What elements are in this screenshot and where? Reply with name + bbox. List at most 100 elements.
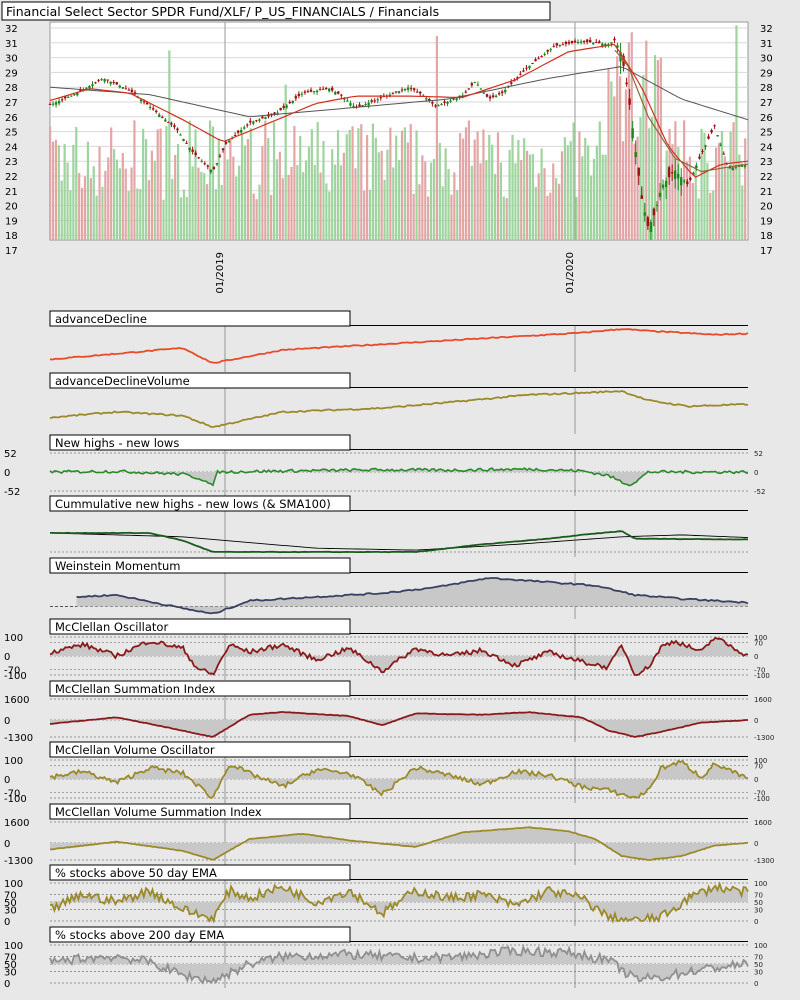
candle-body xyxy=(85,87,88,90)
volume-bar xyxy=(127,191,130,240)
mcclellan-oscillator-area xyxy=(50,637,748,675)
mcclellan-volume-summation-index-title-box xyxy=(49,803,351,820)
candle-body xyxy=(467,88,470,90)
volume-bar xyxy=(735,25,738,240)
volume-bar xyxy=(203,173,206,240)
new-highs-lows-title-text: New highs - new lows xyxy=(55,436,179,450)
candle-body xyxy=(646,217,650,226)
volume-bar xyxy=(531,154,534,240)
candle-body xyxy=(740,165,744,167)
volume-bar xyxy=(272,122,276,240)
candle-body xyxy=(391,93,395,95)
price-ytick-left: 32 xyxy=(5,24,18,35)
candle-body xyxy=(443,101,446,103)
volume-bar xyxy=(258,184,261,240)
candle-body xyxy=(358,104,361,107)
price-ytick-right: 29 xyxy=(760,68,773,79)
mcclellan-summation-index-ytick-left: -1300 xyxy=(4,733,33,744)
volume-bar xyxy=(211,126,215,240)
candle-body xyxy=(519,73,522,75)
candle-body xyxy=(576,41,580,43)
volume-bar xyxy=(587,145,590,240)
mcclellan-oscillator-title-box xyxy=(49,618,351,635)
candle-body xyxy=(176,128,179,131)
candle-body xyxy=(318,89,322,91)
candle-body xyxy=(91,84,94,86)
candle-body xyxy=(673,170,677,180)
candle-body xyxy=(722,153,725,155)
volume-bar xyxy=(688,156,692,240)
volume-bar xyxy=(723,156,726,240)
volume-bar xyxy=(380,150,383,240)
candle-body xyxy=(261,116,264,119)
mcclellan-oscillator-title-text: McClellan Oscillator xyxy=(55,620,168,634)
candle-body xyxy=(97,79,100,81)
price-ytick-right: 32 xyxy=(760,24,773,35)
volume-bar xyxy=(174,154,177,240)
candle-body xyxy=(282,106,285,108)
candle-body xyxy=(680,177,683,186)
volume-bar xyxy=(121,153,124,240)
volume-bar xyxy=(592,158,596,240)
candle-body xyxy=(124,88,128,90)
volume-bar xyxy=(60,180,63,240)
volume-bar xyxy=(290,166,293,240)
candle-body xyxy=(412,88,416,91)
volume-bar xyxy=(54,139,58,240)
candle-body xyxy=(218,155,222,157)
header-box xyxy=(1,1,551,21)
volume-bar xyxy=(467,120,470,240)
candle-body xyxy=(118,85,121,88)
candle-body xyxy=(601,43,604,46)
candle-body xyxy=(476,84,480,86)
volume-bar xyxy=(453,172,456,240)
candle-body xyxy=(546,49,549,52)
volume-bar xyxy=(621,141,625,240)
candle-body xyxy=(713,125,716,127)
candle-body xyxy=(185,142,188,144)
candle-body xyxy=(236,130,240,133)
price-ytick-left: 19 xyxy=(5,216,18,227)
volume-bar xyxy=(171,178,174,240)
candle-body xyxy=(403,88,407,91)
cumulative-new-highs-lows-panel xyxy=(49,511,749,557)
volume-bar xyxy=(246,139,249,240)
volume-bar xyxy=(421,155,424,240)
date-label: 01/2020 xyxy=(565,252,576,294)
volume-bar xyxy=(179,197,183,240)
price-ytick-right: 22 xyxy=(760,172,773,183)
price-ytick-left: 20 xyxy=(5,202,18,213)
pct-above-200ema-ytick-left: 0 xyxy=(4,979,10,990)
price-ytick-left: 28 xyxy=(5,83,18,94)
candle-body xyxy=(145,102,149,105)
candle-body xyxy=(588,39,592,43)
ma-mid-line xyxy=(614,49,749,173)
volume-bar xyxy=(552,163,555,240)
volume-bar xyxy=(706,162,709,240)
volume-bar xyxy=(342,152,345,240)
volume-bar xyxy=(432,159,436,240)
candle-body xyxy=(585,39,589,42)
candle-body xyxy=(291,100,294,103)
candle-body xyxy=(716,135,719,137)
price-ytick-right: 23 xyxy=(760,157,773,168)
volume-bar xyxy=(162,199,165,240)
volume-bar xyxy=(371,123,375,240)
price-ytick-right: 18 xyxy=(760,231,773,242)
volume-bar xyxy=(616,56,619,240)
mcclellan-summation-index-area xyxy=(50,712,748,737)
volume-bar xyxy=(357,128,360,240)
candle-body xyxy=(203,163,206,165)
candle-body xyxy=(504,89,507,93)
volume-bar xyxy=(520,160,523,240)
candle-body xyxy=(497,93,501,95)
volume-bar xyxy=(232,156,235,240)
candle-body xyxy=(367,102,370,106)
volume-bar xyxy=(461,138,465,240)
volume-bar xyxy=(459,133,462,240)
candle-body xyxy=(158,114,161,118)
volume-bar xyxy=(619,76,622,240)
candle-body xyxy=(549,49,552,51)
